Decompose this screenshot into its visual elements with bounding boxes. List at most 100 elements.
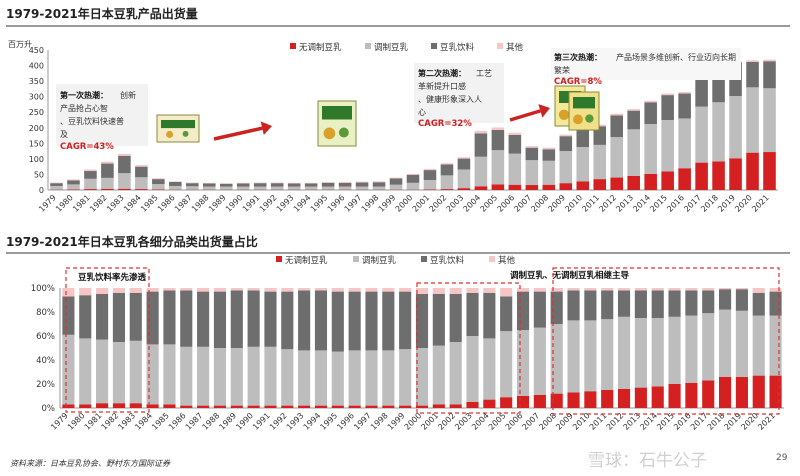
chart2-bar-adjusted: [96, 339, 109, 404]
chart2-bar-other: [550, 288, 563, 292]
chart2-bar-other: [769, 288, 782, 292]
chart1-bar-unadjusted: [152, 189, 165, 190]
chart2-bar-unadjusted: [163, 404, 176, 408]
chart1-bar-other: [321, 181, 335, 183]
chart1-bar-beverage: [627, 110, 640, 130]
chart1-bar-other: [491, 127, 505, 130]
chart1-bar-other: [440, 163, 454, 165]
chart1-bar-other: [355, 181, 369, 183]
chart2-dash-box-2009-2021: [552, 267, 780, 415]
chart2-bar-beverage: [213, 291, 227, 348]
chart2-bar-other: [180, 288, 193, 291]
chart1-bar-adjusted: [338, 186, 352, 190]
wave2-box: [414, 63, 504, 123]
chart2-bar-unadjusted: [769, 375, 782, 408]
chart1-bar-adjusted: [406, 182, 420, 190]
chart2-bar-other: [651, 288, 664, 291]
chart2-bar-unadjusted: [348, 405, 361, 408]
chart1-bar-other: [661, 93, 674, 96]
chart2-bar-adjusted: [382, 350, 395, 406]
chart2-bar-unadjusted: [247, 405, 260, 408]
chart1-bar-unadjusted: [746, 152, 759, 190]
chart2-bar-beverage: [500, 296, 513, 332]
chart1-legend-swatch: [431, 43, 437, 49]
chart2-x-tick-label: 1997: [352, 411, 373, 432]
chart2-bar-beverage: [298, 290, 311, 351]
chart1-bar-adjusted: [474, 156, 488, 187]
chart2-bar-beverage: [702, 290, 715, 314]
chart1-bar-other: [236, 182, 250, 184]
chart1-bar-adjusted: [627, 129, 640, 176]
chart2-bar-other: [601, 288, 614, 291]
chart2-bar-unadjusted: [584, 391, 597, 408]
product-pack-2000s-dot-b: [338, 127, 349, 138]
chart2-y-tick-label: 40%: [36, 356, 55, 366]
chart1-bar-beverage: [67, 180, 80, 185]
wave1-body-line1: 创新: [120, 90, 136, 100]
chart2-bar-unadjusted: [264, 405, 277, 408]
chart1-bar-unadjusted: [491, 184, 505, 190]
chart2-bar-beverage: [163, 290, 176, 345]
chart1-bar-beverage: [118, 155, 131, 174]
chart2-bar-other: [634, 288, 647, 291]
chart2-bar-adjusted: [651, 318, 664, 387]
chart2-bar-adjusted: [668, 316, 681, 384]
chart1-bar-beverage: [135, 166, 148, 178]
chart1-bar-unadjusted: [542, 184, 556, 190]
chart1-bar-beverage: [593, 126, 607, 145]
chart1-bar-other: [135, 165, 148, 167]
chart1-bar-unadjusted: [695, 162, 708, 190]
chart2-bar-adjusted: [567, 320, 580, 393]
chart2-bar-unadjusted: [365, 405, 378, 408]
chart1-bar-beverage: [101, 163, 114, 178]
chart1-bar-unadjusted: [576, 181, 590, 190]
chart2-bar-other: [500, 288, 513, 297]
chart1-bar-unadjusted: [729, 158, 742, 190]
chart1-bar-other: [559, 134, 573, 137]
chart2-bar-unadjusted: [685, 382, 698, 408]
chart1-bar-other: [423, 168, 437, 171]
chart2-bar-adjusted: [719, 309, 732, 377]
wave2-body-line2: 革新提升口感: [418, 81, 466, 91]
chart2-bar-other: [685, 288, 698, 291]
chart1-bar-beverage: [152, 179, 165, 185]
chart1-bar-other: [593, 124, 607, 127]
chart2-bar-other: [382, 288, 395, 292]
chart2-bar-adjusted: [281, 349, 294, 406]
chart2-bar-unadjusted: [112, 403, 125, 408]
chart2-bar-beverage: [348, 291, 361, 351]
chart2-x-tick-label: 2001: [419, 411, 440, 432]
chart1-bar-unadjusted: [627, 176, 640, 190]
chart2-bar-adjusted: [500, 331, 513, 398]
chart1-bar-beverage: [389, 178, 403, 185]
chart2-y-tick-label: 100%: [31, 284, 55, 294]
chart1-bar-other: [542, 147, 556, 150]
chart1-bar-adjusted: [457, 169, 471, 189]
chart2-x-tick-label: 2002: [436, 411, 457, 432]
chart1-bar-unadjusted: [661, 171, 674, 190]
chart1-bar-beverage: [355, 182, 369, 187]
chart2-bar-other: [112, 288, 125, 293]
chart2-bar-unadjusted: [96, 403, 109, 408]
chart2-x-tick-label: 1991: [251, 411, 272, 432]
chart1-bar-other: [508, 132, 522, 135]
chart2-bar-unadjusted: [399, 405, 412, 408]
chart1-bar-beverage: [304, 183, 318, 187]
wave1-body-line2: 产品抢占心智: [60, 103, 108, 113]
chart1-bar-other: [406, 173, 420, 175]
chart1-bar-unadjusted: [474, 186, 488, 190]
chart2-x-tick-label: 1980: [66, 411, 87, 432]
chart2-dash-box-2000-2006: [416, 282, 521, 414]
chart2-x-tick-label: 2014: [638, 411, 659, 432]
chart2-bar-unadjusted: [197, 405, 210, 408]
chart1-bar-unadjusted: [763, 152, 776, 190]
chart2-bar-unadjusted: [382, 405, 395, 408]
wave1-heading: 第一次热潮：: [60, 90, 108, 100]
chart1-y-tick-label: 100: [29, 155, 44, 164]
chart2-bar-unadjusted: [449, 404, 462, 408]
chart2-bar-adjusted: [264, 346, 277, 406]
chart2-bar-beverage: [668, 290, 681, 317]
chart2-dash-box-1979-1984: [65, 267, 150, 413]
chart2-bar-adjusted: [769, 315, 782, 376]
chart2-bar-beverage: [112, 292, 125, 342]
